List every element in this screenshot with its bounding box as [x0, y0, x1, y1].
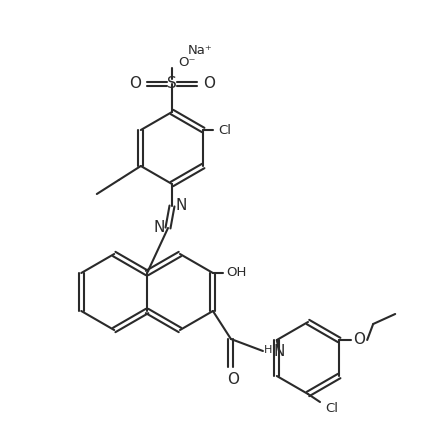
Text: N: N — [175, 198, 187, 213]
Text: O: O — [353, 332, 365, 347]
Text: O: O — [227, 371, 239, 386]
Text: Cl: Cl — [325, 402, 338, 414]
Text: O⁻: O⁻ — [178, 56, 195, 68]
Text: H: H — [264, 345, 272, 355]
Text: N: N — [274, 343, 285, 358]
Text: N: N — [153, 220, 165, 236]
Text: O: O — [203, 77, 215, 92]
Text: Cl: Cl — [219, 124, 232, 137]
Text: O: O — [129, 77, 141, 92]
Text: S: S — [167, 77, 177, 92]
Text: OH: OH — [227, 266, 247, 279]
Text: Na⁺: Na⁺ — [188, 43, 212, 57]
